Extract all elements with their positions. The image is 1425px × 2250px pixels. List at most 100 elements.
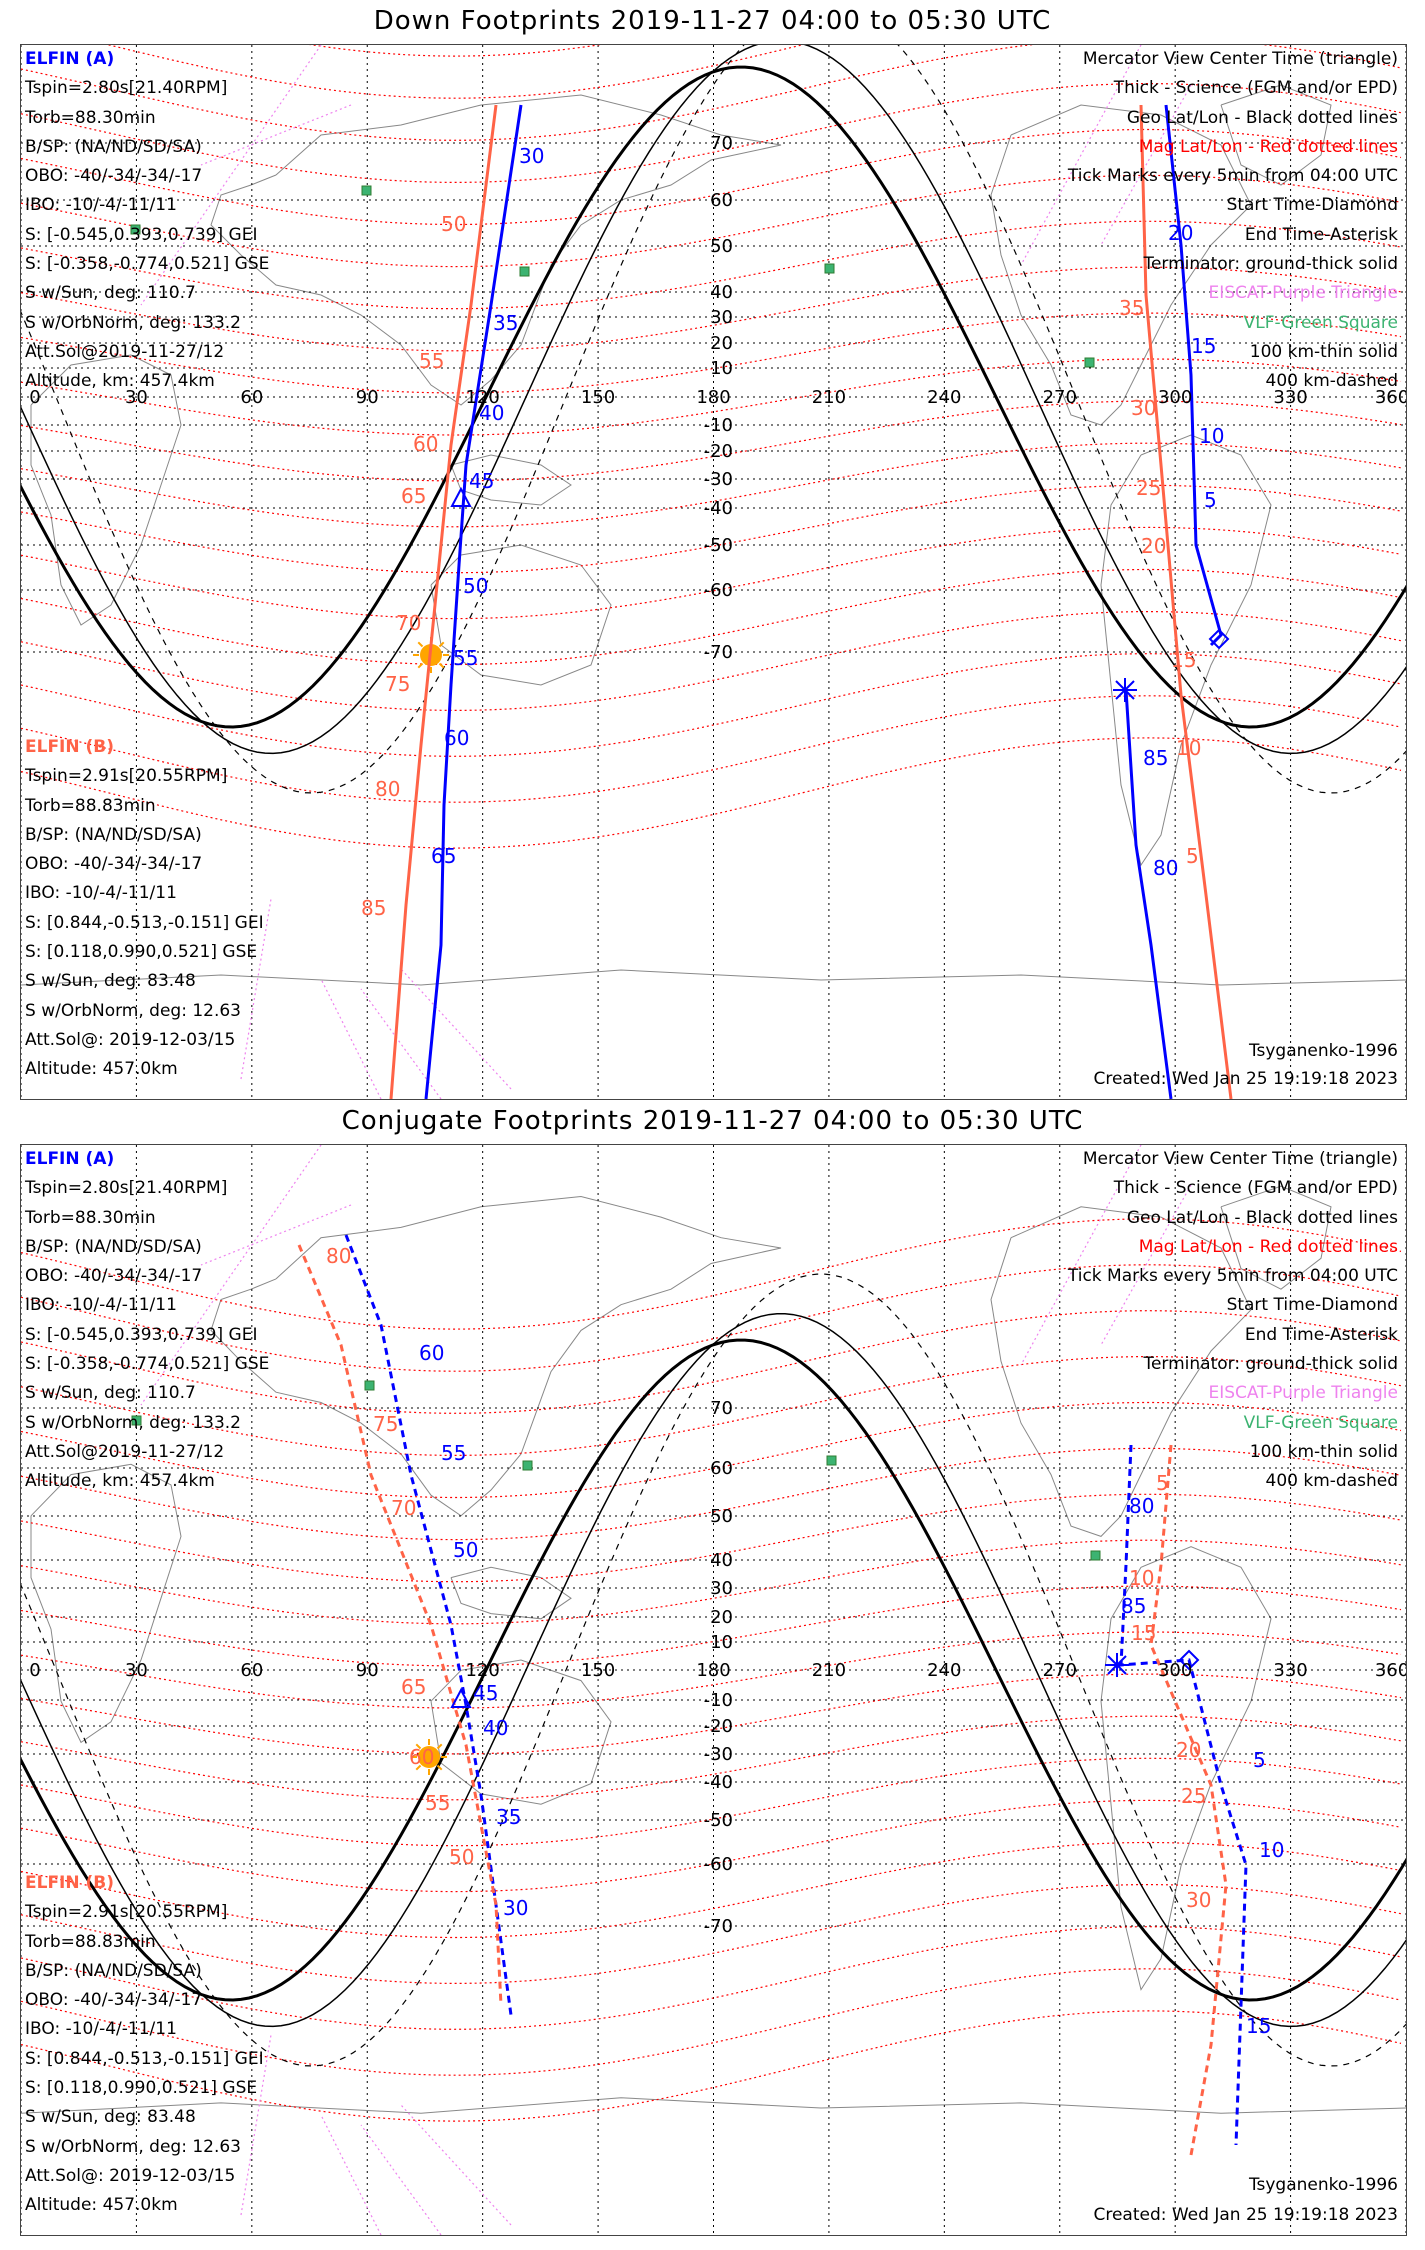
mag-lat-line (21, 1715, 1402, 1801)
elfin-a-track-east-tick-label: 15 (1191, 334, 1216, 358)
lon-tick-label: 360 (1375, 387, 1406, 408)
lat-tick-label: -40 (704, 498, 733, 519)
continent-outline (210, 1195, 782, 1517)
lon-tick-label: 330 (1273, 387, 1307, 408)
sat-b-name: ELFIN (B) (25, 1873, 115, 1893)
center-time-triangle-icon (450, 1687, 472, 1708)
sat-b-line: Torb=88.83min (25, 1931, 156, 1952)
elfin-b-track-east-tick-label: 10 (1129, 1566, 1154, 1590)
mag-lat-line (21, 1673, 1402, 1755)
elfin-a-track-tick-label: 40 (479, 401, 504, 425)
sat-a-name: ELFIN (A) (25, 49, 115, 69)
continent-outline (30, 1463, 182, 1744)
elfin-a-track (424, 104, 523, 1099)
start-time-diamond-icon (1208, 628, 1230, 650)
vlf-station-marker (130, 224, 141, 235)
legend-line: Mercator View Center Time (triangle) (1082, 49, 1398, 69)
elfin-a-track-south-tick-label: 80 (1153, 856, 1178, 880)
elfin-a-track-tick-label: 65 (431, 844, 456, 868)
lon-tick-label: 0 (29, 387, 40, 408)
mag-lat-line (21, 1539, 1402, 1625)
sat-a-line: OBO: -40/-34/-34/-17 (25, 166, 203, 187)
sat-a-info-conjugate: ELFIN (A) Tspin=2.80s[21.40RPM] Torb=88.… (25, 1145, 269, 1497)
elfin-a-track-east-tick-label: 10 (1199, 424, 1224, 448)
elfin-a-track-tick-label: 35 (496, 1805, 521, 1829)
sat-a-line: Altitude, km: 457.4km (25, 1471, 215, 1492)
sun-ray (415, 1764, 422, 1771)
elfin-a-track-tick-label: 50 (463, 574, 488, 598)
panel-title-conjugate: Conjugate Footprints 2019-11-27 04:00 to… (341, 1106, 1084, 1136)
vlf-station-marker (1090, 1550, 1101, 1561)
legend-line: Geo Lat/Lon - Black dotted lines (1126, 1207, 1398, 1228)
continent-outline (430, 544, 612, 686)
mag-lon-line (320, 978, 382, 1099)
elfin-a-track-tick-label: 55 (441, 1441, 466, 1465)
elfin-a-track-east-tick-label: 85 (1121, 1594, 1146, 1618)
legend-line: End Time-Asterisk (1244, 224, 1398, 245)
elfin-b-track-east-tick-label: 10 (1176, 736, 1201, 760)
elfin-a-track-east-tick-label: 5 (1253, 1748, 1266, 1772)
lat-tick-label: -20 (704, 1716, 733, 1737)
map-layer (21, 45, 1406, 1099)
map-canvas-down: 3035404550556065505560657075808520151053… (21, 45, 1406, 1099)
mag-lon-line (320, 2114, 382, 2235)
mag-lat-line (21, 45, 1402, 141)
mag-lat-line (21, 695, 1402, 803)
mag-lat-line (21, 83, 1402, 183)
center-time-triangle-icon (450, 486, 472, 507)
elfin-b-track-tick-label: 60 (413, 432, 438, 456)
mag-lat-line (21, 1356, 1402, 1456)
mag-lat-line (21, 1631, 1402, 1709)
sat-b-line: S: [0.844,-0.513,-0.151] GEI (25, 2048, 264, 2069)
sat-a-line: Torb=88.30min (25, 1207, 156, 1228)
elfin-a-track-tick-label: 60 (419, 1341, 444, 1365)
end-time-asterisk-icon (1115, 680, 1135, 700)
lon-tick-label: 270 (1043, 387, 1077, 408)
sat-a-line: B/SP: (NA/ND/SD/SA) (25, 136, 202, 157)
mag-lat-line (21, 2010, 1402, 2122)
vlf-station-marker (131, 1415, 142, 1426)
sat-b-info-down: ELFIN (B) Tspin=2.91s[20.55RPM] Torb=88.… (25, 733, 264, 1085)
continent-outline (990, 104, 1252, 426)
elfin-b-track-east-tick-label: 25 (1136, 476, 1161, 500)
lat-tick-label: -50 (704, 535, 733, 556)
mag-lon-line (1020, 1145, 1142, 1366)
terminator-400km (21, 1273, 1406, 2067)
elfin-a-track-east-tick-label: 15 (1246, 2014, 1271, 2038)
sat-a-line: IBO: -10/-4/-11/11 (25, 1295, 177, 1316)
sat-b-line: S: [0.844,-0.513,-0.151] GEI (25, 912, 264, 933)
elfin-b-track-tick-label: 75 (373, 1412, 398, 1436)
lat-tick-label: 60 (710, 190, 733, 211)
mag-lon-line (200, 1204, 352, 1266)
lon-tick-label: 120 (465, 1660, 499, 1681)
lon-tick-label: 90 (356, 387, 379, 408)
mag-lon-line (1100, 1184, 1192, 1346)
sat-b-line: IBO: -10/-4/-11/11 (25, 883, 177, 904)
elfin-b-track (297, 1244, 503, 2006)
elfin-b-track (389, 104, 498, 1099)
mag-lat-line (106, 45, 805, 99)
elfin-b-track-east-tick-label: 25 (1181, 1784, 1206, 1808)
continent-outline (450, 1566, 572, 1620)
mag-lat-line (21, 653, 1402, 757)
legend-line: Thick - Science (FGM and/or EPD) (1113, 1178, 1398, 1199)
lat-tick-label: 10 (710, 358, 733, 379)
elfin-b-track-tick-label: 65 (401, 484, 426, 508)
lat-tick-label: 70 (710, 133, 733, 154)
elfin-b-track-tick-label: 85 (361, 896, 386, 920)
legend-line: Terminator: ground-thick solid (1143, 1354, 1398, 1375)
created-label-down: Created: Wed Jan 25 19:19:18 2023 (1093, 1069, 1398, 1089)
sat-a-line: Altitude, km: 457.4km (25, 371, 215, 392)
legend-line: Start Time-Diamond (1226, 195, 1398, 216)
mag-lat-line (21, 484, 1402, 574)
lat-tick-label: 40 (710, 282, 733, 303)
elfin-a-track-south-tick-label: 85 (1143, 746, 1168, 770)
elfin-a-track-tick-label: 45 (469, 469, 494, 493)
legend-conjugate: Mercator View Center Time (triangle) Thi… (1068, 1145, 1398, 1497)
sat-a-line: Torb=88.30min (25, 107, 156, 128)
sat-b-line: IBO: -10/-4/-11/11 (25, 2019, 177, 2040)
map-canvas-conjugate: 60 55 50 45 40 35 30 80 75 70 65 60 55 50 80 85 5 10 15 5 10… (21, 1145, 1406, 2235)
sat-a-line: Tspin=2.80s[21.40RPM] (25, 78, 228, 99)
sat-a-line: IBO: -10/-4/-11/11 (25, 195, 177, 216)
elfin-b-track-tick-label: 65 (401, 1675, 426, 1699)
